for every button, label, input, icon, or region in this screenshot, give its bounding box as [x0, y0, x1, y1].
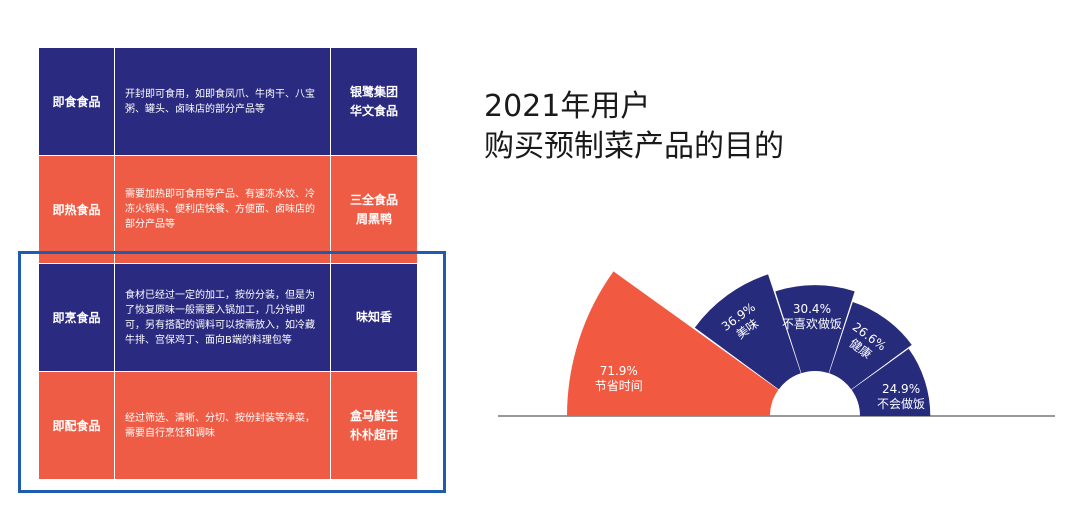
table-row: 即热食品 需要加热即可食用等产品、有速冻水饺、冷冻火锅料、便利店快餐、方便面、卤… — [38, 155, 418, 264]
slice-label: 24.9%不会做饭 — [877, 382, 925, 411]
brands-cell: 银鹭集团 华文食品 — [330, 47, 418, 156]
table-row: 即配食品 经过筛选、清晰、分切、按份封装等净菜，需要自行烹饪和调味 盒马鲜生 朴… — [38, 371, 418, 480]
category-table: 即食食品 开封即可食用，如即食凤爪、牛肉干、八宝粥、罐头、卤味店的部分产品等 银… — [38, 47, 418, 480]
pie-slice — [567, 271, 779, 416]
pie-slice — [829, 302, 912, 390]
table-row: 即食食品 开封即可食用，如即食凤爪、牛肉干、八宝粥、罐头、卤味店的部分产品等 银… — [38, 47, 418, 156]
table-row: 即烹食品 食材已经过一定的加工，按份分装，但是为了恢复原味一般需要入锅加工，几分… — [38, 263, 418, 372]
category-cell: 即食食品 — [38, 47, 115, 156]
slice-category: 节省时间 — [595, 379, 643, 393]
category-cell: 即配食品 — [38, 371, 115, 480]
pie-slice — [694, 274, 801, 390]
chart-title: 2021年用户 购买预制菜产品的目的 — [484, 89, 784, 164]
brands-cell: 盒马鲜生 朴朴超市 — [330, 371, 418, 480]
slice-value: 71.9% — [600, 364, 638, 378]
category-cell: 即烹食品 — [38, 263, 115, 372]
brands-cell: 三全食品 周黑鸭 — [330, 155, 418, 264]
description-cell: 需要加热即可食用等产品、有速冻水饺、冷冻火锅料、便利店快餐、方便面、卤味店的部分… — [114, 155, 331, 264]
slice-label: 30.4%不喜欢做饭 — [782, 302, 842, 331]
slice-label: 71.9%节省时间 — [595, 364, 643, 393]
brands-cell: 味知香 — [330, 263, 418, 372]
slice-value: 24.9% — [882, 382, 920, 396]
slice-category: 不喜欢做饭 — [782, 316, 842, 331]
pie-slice — [851, 348, 931, 416]
slice-value: 30.4% — [793, 302, 831, 316]
slice-category: 不会做饭 — [877, 396, 925, 411]
category-cell: 即热食品 — [38, 155, 115, 264]
pie-slice — [775, 285, 855, 374]
description-cell: 食材已经过一定的加工，按份分装，但是为了恢复原味一般需要入锅加工，几分钟即可，另… — [114, 263, 331, 372]
